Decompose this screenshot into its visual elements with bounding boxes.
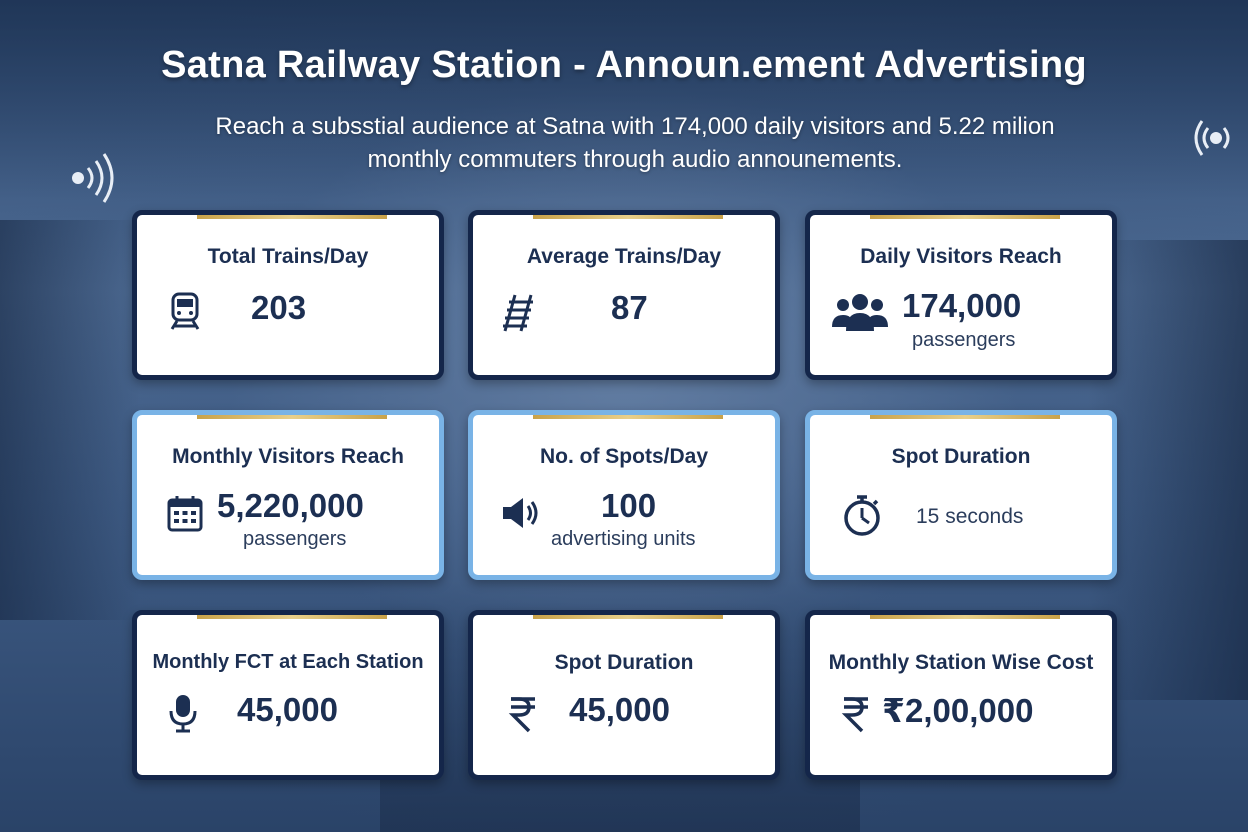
- stat-unit: passengers: [912, 329, 1016, 351]
- gold-accent-bar: [533, 215, 723, 219]
- stat-value: 87: [611, 289, 648, 326]
- gold-accent-bar: [533, 615, 723, 619]
- stat-label: No. of Spots/Day: [539, 445, 708, 468]
- calendar-icon: [167, 496, 203, 532]
- stat-label: Monthly Visitors Reach: [172, 445, 404, 468]
- stat-unit: advertising units: [551, 528, 696, 550]
- stat-unit: 15 seconds: [916, 505, 1024, 528]
- stat-label: Monthly FCT at Each Station: [152, 651, 424, 673]
- rupee-icon: [841, 697, 868, 733]
- stat-value: 203: [251, 289, 307, 326]
- gold-accent-bar: [870, 415, 1060, 419]
- stat-label: Total Trains/Day: [207, 245, 369, 268]
- background-left-shade: [0, 220, 140, 620]
- stat-card-monthly-visitors: Monthly Visitors Reach 5,220,000 passeng…: [132, 410, 444, 580]
- sound-wave-icon: [1194, 120, 1230, 156]
- stat-label: Daily Visitors Reach: [860, 245, 1062, 268]
- stat-card-monthly-fct: Monthly FCT at Each Station 45,000: [132, 610, 444, 780]
- gold-accent-bar: [870, 615, 1060, 619]
- rupee-icon: [508, 697, 535, 733]
- stat-value: ₹2,00,000: [882, 692, 1034, 729]
- stat-card-monthly-cost: Monthly Station Wise Cost ₹2,00,000: [805, 610, 1117, 780]
- stat-value: 45,000: [237, 691, 338, 728]
- stat-card-average-trains: Average Trains/Day 87: [468, 210, 780, 380]
- background-roof-shade: [0, 0, 1248, 200]
- people-group-icon: [832, 294, 888, 331]
- page-title: Satna Railway Station - Announ.ement Adv…: [161, 44, 1087, 86]
- stopwatch-icon: [844, 495, 880, 536]
- microphone-icon: [169, 695, 197, 733]
- stat-card-total-trains: Total Trains/Day 203: [132, 210, 444, 380]
- subtitle-line: monthly commuters through audio announem…: [367, 146, 903, 173]
- speaker-icon: [503, 498, 538, 528]
- stat-label: Spot Duration: [554, 651, 694, 674]
- stat-value: 174,000: [902, 287, 1022, 324]
- stat-card-daily-visitors: Daily Visitors Reach 174,000 passengers: [805, 210, 1117, 380]
- gold-accent-bar: [197, 615, 387, 619]
- stat-value: 5,220,000: [217, 487, 364, 524]
- stat-label: Monthly Station Wise Cost: [828, 651, 1094, 674]
- page-subtitle: Reach a subsstial audience at Satna with…: [170, 110, 1100, 176]
- stat-unit: passengers: [243, 528, 347, 550]
- stat-card-spot-duration: Spot Duration 15 seconds: [805, 410, 1117, 580]
- gold-accent-bar: [197, 415, 387, 419]
- stat-value: 100: [601, 487, 657, 524]
- subtitle-line: Reach a subsstial audience at Satna with…: [215, 113, 1055, 140]
- stat-label: Spot Duration: [891, 445, 1031, 468]
- stat-value: 45,000: [569, 691, 670, 728]
- gold-accent-bar: [533, 415, 723, 419]
- gold-accent-bar: [870, 215, 1060, 219]
- railway-track-icon: [503, 294, 533, 332]
- gold-accent-bar: [197, 215, 387, 219]
- sound-wave-icon: [72, 153, 114, 203]
- stat-label: Average Trains/Day: [526, 245, 722, 268]
- train-icon: [170, 292, 200, 330]
- stat-card-spot-duration-cost: Spot Duration 45,000: [468, 610, 780, 780]
- stat-card-spots-per-day: No. of Spots/Day 100 advertising units: [468, 410, 780, 580]
